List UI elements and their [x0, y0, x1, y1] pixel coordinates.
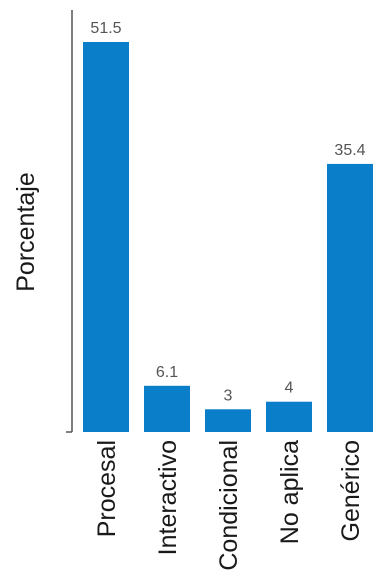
value-label: 51.5 — [90, 20, 121, 37]
bar-interactivo — [144, 385, 190, 432]
category-tick-label: Condicional — [215, 440, 243, 571]
value-label: 35.4 — [334, 142, 365, 159]
value-labels-group: 51.5 6.1 3 4 35.4 — [90, 20, 365, 404]
category-tick-label: Procesal — [93, 440, 121, 537]
category-tick-label: Genérico — [337, 440, 365, 541]
y-axis-label: Porcentaje — [12, 172, 40, 292]
bars-group — [83, 42, 373, 432]
value-label: 3 — [224, 387, 233, 404]
category-tick-label: Interactivo — [154, 440, 182, 555]
bar-no-aplica — [266, 401, 312, 432]
category-labels-group: Procesal Interactivo Condicional No aplica G… — [93, 440, 365, 571]
bar-genérico — [327, 163, 373, 432]
category-tick-label: No aplica — [276, 440, 304, 544]
value-label: 4 — [285, 380, 294, 397]
bar-condicional — [205, 409, 251, 432]
bar-procesal — [83, 42, 129, 432]
value-label: 6.1 — [156, 364, 178, 381]
